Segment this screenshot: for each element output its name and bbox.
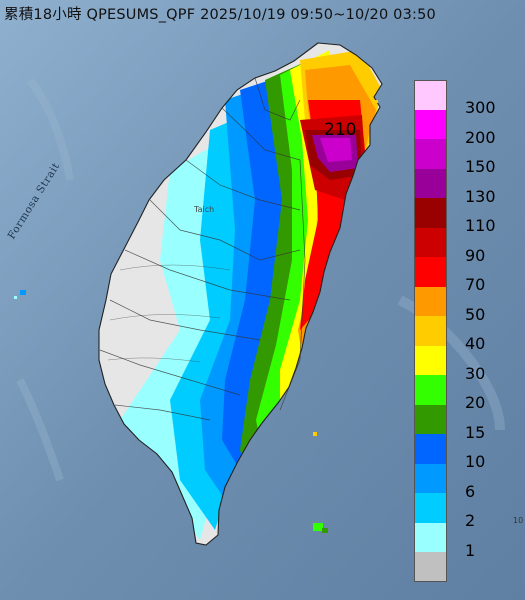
legend-row: 150 [414, 139, 522, 176]
legend-row: 6 [414, 463, 522, 501]
legend-row: 40 [414, 316, 522, 353]
legend-row: 110 [414, 198, 522, 235]
legend-row: 300 [414, 80, 522, 117]
city-label: Taich [194, 205, 215, 214]
legend-swatch [414, 168, 447, 198]
legend-label: 50 [465, 304, 486, 324]
legend-swatch [414, 139, 447, 169]
legend-label: 70 [465, 275, 486, 294]
rivers [107, 264, 231, 363]
rain-band-violet [320, 138, 352, 162]
legend-row: 1 [414, 522, 522, 560]
rainfall-legend: 300 200 150 130 110 90 70 50 40 30 20 15 10 6 2 1 [414, 80, 522, 582]
corner-mark: 10 [513, 516, 524, 525]
legend-swatch [414, 227, 447, 257]
legend-row: 70 [414, 257, 522, 294]
legend-label: 130 [465, 186, 496, 206]
legend-label: 40 [465, 334, 486, 353]
island-coastline [98, 42, 383, 546]
map-title: 累積18小時 QPESUMS_QPF 2025/10/19 09:50~10/2… [4, 7, 436, 23]
legend-row: 130 [414, 168, 522, 206]
legend-swatch [414, 375, 447, 405]
legend-swatch [414, 552, 447, 582]
legend-label: 110 [465, 216, 496, 235]
legend-swatch [414, 286, 447, 316]
legend-swatch [414, 434, 447, 464]
legend-row: 90 [414, 227, 522, 265]
legend-swatch [414, 316, 447, 346]
legend-label: 6 [465, 481, 476, 501]
offshore-islets [14, 100, 378, 533]
legend-label: 20 [465, 393, 486, 412]
legend-swatch [414, 198, 447, 228]
legend-row: 30 [414, 345, 522, 383]
legend-swatch [414, 345, 447, 375]
legend-label: 10 [465, 452, 486, 471]
legend-label: 90 [465, 245, 486, 265]
legend-swatch [414, 493, 447, 523]
legend-label: 2 [465, 511, 476, 530]
legend-swatch [414, 522, 447, 552]
legend-row: 20 [414, 375, 522, 412]
legend-swatch [414, 404, 447, 434]
legend-swatch [414, 463, 447, 493]
legend-row: 2 [414, 493, 522, 530]
legend-label: 300 [465, 98, 496, 117]
legend-label: 1 [465, 540, 476, 560]
legend-label: 30 [465, 363, 486, 383]
legend-swatch [414, 109, 447, 139]
legend-row [414, 552, 522, 582]
legend-label: 150 [465, 157, 496, 176]
max-rainfall-label: 210 [324, 120, 357, 140]
county-boundaries [99, 77, 306, 421]
legend-label: 15 [465, 422, 486, 442]
legend-swatch [414, 257, 447, 287]
legend-row: 10 [414, 434, 522, 471]
legend-row: 15 [414, 404, 522, 442]
legend-row: 50 [414, 286, 522, 324]
legend-label: 200 [465, 127, 496, 147]
legend-row: 200 [414, 109, 522, 147]
legend-swatch [414, 80, 447, 110]
